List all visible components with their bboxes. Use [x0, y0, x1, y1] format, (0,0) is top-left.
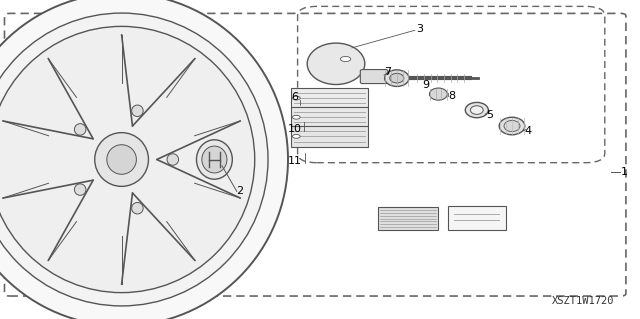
Text: 7: 7	[383, 67, 391, 78]
FancyBboxPatch shape	[291, 88, 368, 108]
Ellipse shape	[74, 184, 86, 195]
Text: 11: 11	[287, 156, 301, 166]
Ellipse shape	[0, 13, 268, 306]
Ellipse shape	[167, 154, 179, 165]
Ellipse shape	[132, 203, 143, 214]
FancyBboxPatch shape	[291, 107, 368, 128]
Ellipse shape	[470, 106, 483, 114]
Ellipse shape	[95, 133, 148, 186]
Ellipse shape	[132, 105, 143, 116]
Text: 3: 3	[416, 24, 422, 34]
FancyBboxPatch shape	[378, 207, 438, 230]
Text: XSZT1W1720: XSZT1W1720	[552, 296, 614, 306]
Text: 4: 4	[525, 126, 532, 137]
Ellipse shape	[499, 117, 525, 135]
Circle shape	[292, 135, 300, 138]
Ellipse shape	[0, 26, 255, 293]
Ellipse shape	[202, 146, 227, 173]
FancyBboxPatch shape	[291, 126, 368, 147]
Ellipse shape	[385, 70, 409, 86]
Text: 8: 8	[448, 91, 456, 101]
Circle shape	[292, 115, 300, 119]
FancyBboxPatch shape	[360, 70, 388, 84]
Text: 6: 6	[291, 92, 298, 102]
Ellipse shape	[504, 120, 520, 132]
Circle shape	[292, 96, 300, 100]
FancyBboxPatch shape	[448, 206, 506, 230]
Ellipse shape	[107, 145, 136, 174]
Text: 1: 1	[621, 167, 628, 177]
Text: 2: 2	[236, 186, 244, 197]
Ellipse shape	[74, 124, 86, 135]
Text: 10: 10	[287, 124, 301, 134]
Circle shape	[340, 56, 351, 62]
Text: 9: 9	[422, 79, 429, 90]
Ellipse shape	[196, 140, 232, 179]
Text: 5: 5	[486, 110, 493, 120]
Ellipse shape	[0, 0, 288, 319]
Ellipse shape	[307, 43, 365, 85]
Ellipse shape	[429, 88, 447, 100]
Ellipse shape	[390, 73, 404, 83]
Ellipse shape	[465, 102, 488, 118]
